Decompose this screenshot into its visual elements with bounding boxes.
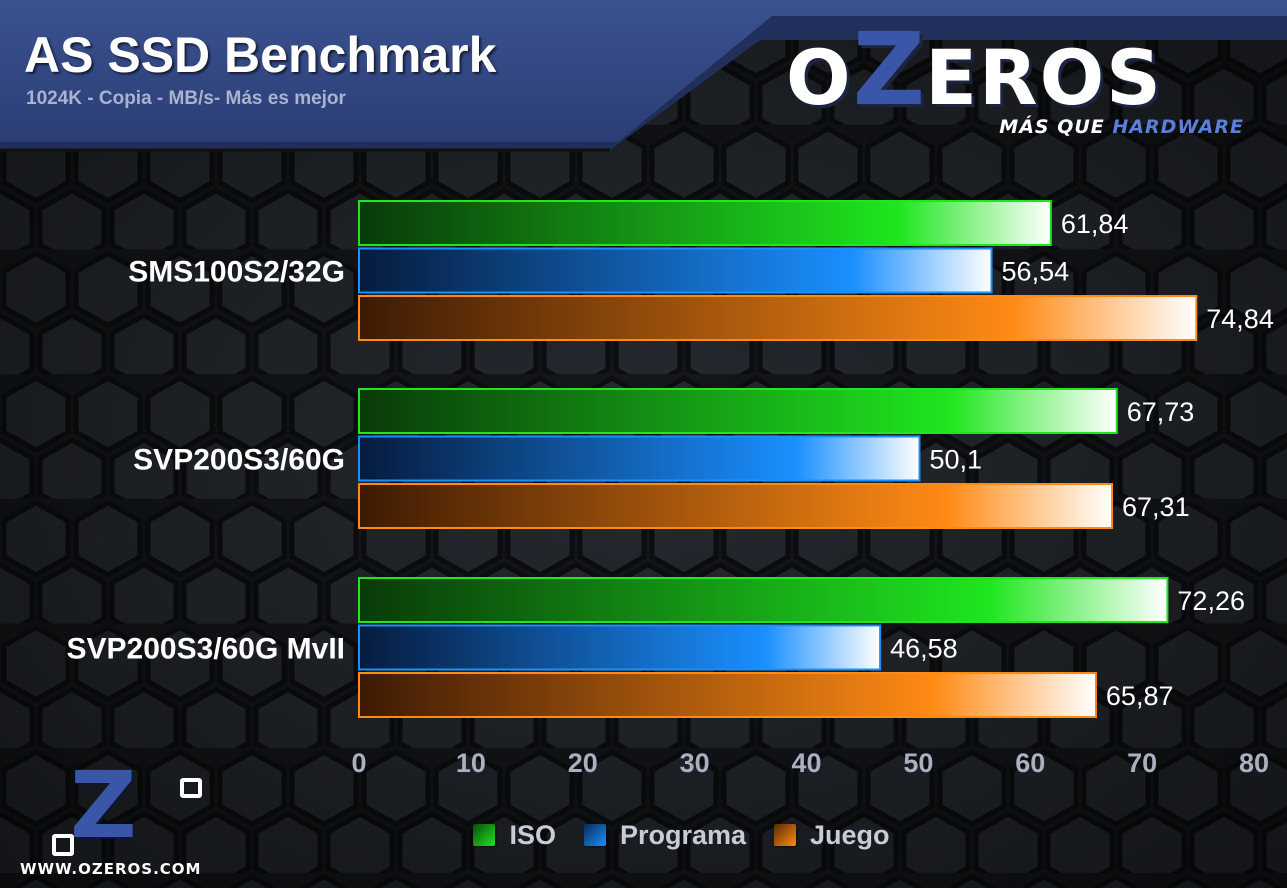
header: AS SSD Benchmark 1024K - Copia - MB/s- M…: [0, 0, 1287, 150]
legend-swatch-programa: [583, 824, 606, 846]
data-label-svp200s3-60g-mvii-programa: 46,58: [890, 634, 958, 664]
bar-sms100s2-32g-iso: [358, 200, 1052, 246]
data-label-sms100s2-32g-juego: 74,84: [1206, 304, 1274, 334]
legend-label-juego: Juego: [810, 819, 890, 850]
x-tick-label: 30: [680, 748, 710, 778]
legend-item-programa: Programa: [583, 819, 747, 851]
brand-tagline-accent: HARDWARE: [1112, 116, 1244, 138]
bar-svp200s3-60g-mvii-iso: [358, 577, 1169, 623]
x-tick-label: 0: [351, 748, 366, 778]
bar-sms100s2-32g-juego: [358, 295, 1198, 341]
data-label-svp200s3-60g-mvii-iso: 72,26: [1177, 586, 1245, 616]
data-label-svp200s3-60g-programa: 50,1: [929, 445, 982, 475]
x-tick-label: 50: [903, 748, 933, 778]
x-tick-label: 70: [1127, 748, 1157, 778]
legend-item-iso: ISO: [473, 820, 556, 851]
x-tick-label: 60: [1015, 748, 1045, 778]
x-tick-label: 80: [1239, 748, 1269, 778]
legend: ISO Programa Juego: [0, 815, 1287, 855]
category-label-svp200s3-60g-mvii: SVP200S3/60G MvII: [67, 633, 346, 666]
bar-svp200s3-60g-mvii-juego: [358, 672, 1097, 718]
bar-svp200s3-60g-juego: [358, 483, 1114, 529]
legend-item-juego: Juego: [774, 820, 890, 851]
legend-swatch-iso: [473, 824, 496, 846]
site-url: WWW.OZEROS.COM: [20, 860, 202, 878]
brand-word-z: Z: [852, 11, 926, 128]
page-title: AS SSD Benchmark: [24, 27, 497, 83]
brand-word-first: O: [786, 33, 853, 122]
x-tick-label: 20: [568, 748, 598, 778]
page-subtitle: 1024K - Copia - MB/s- Más es mejor: [26, 88, 346, 109]
bar-svp200s3-60g-mvii-programa: [358, 624, 882, 671]
data-label-svp200s3-60g-iso: 67,73: [1127, 397, 1195, 427]
brand-tagline-white: MÁS QUE: [999, 116, 1105, 138]
legend-label-iso: ISO: [509, 819, 556, 850]
category-label-svp200s3-60g: SVP200S3/60G: [133, 444, 345, 477]
legend-label-programa: Programa: [619, 819, 747, 850]
ozeros-corner-logo-icon: Z WWW.OZEROS.COM: [20, 760, 230, 882]
brand-tagline: MÁS QUE HARDWARE: [999, 116, 1244, 138]
legend-swatch-juego: [774, 824, 797, 846]
x-tick-label: 10: [456, 748, 486, 778]
bars-layer: [358, 200, 1198, 718]
data-label-svp200s3-60g-mvii-juego: 65,87: [1106, 681, 1174, 711]
bar-sms100s2-32g-programa: [358, 247, 993, 294]
corner-logo-o-right: [180, 778, 202, 798]
data-label-sms100s2-32g-programa: 56,54: [1002, 257, 1070, 287]
labels-layer: 61,84 56,54 74,84 SMS100S2/32G 67,73 50,1 67,3…: [67, 209, 1274, 711]
bar-svp200s3-60g-programa: [358, 435, 921, 482]
corner-logo-o-left: [52, 834, 74, 856]
category-label-sms100s2-32g: SMS100S2/32G: [128, 256, 345, 289]
bar-svp200s3-60g-iso: [358, 388, 1118, 434]
brand-wordmark: OZEROS: [786, 20, 1163, 120]
corner-logo-z: Z: [70, 752, 137, 859]
x-tick-label: 40: [791, 748, 821, 778]
x-axis: 0 10 20 30 40 50 60 70 80: [351, 748, 1269, 778]
data-label-sms100s2-32g-iso: 61,84: [1061, 209, 1129, 239]
ozeros-logo-icon: OZEROS MÁS QUE HARDWARE: [786, 20, 1256, 140]
data-label-svp200s3-60g-juego: 67,31: [1122, 492, 1190, 522]
brand-word-rest: EROS: [925, 33, 1163, 122]
